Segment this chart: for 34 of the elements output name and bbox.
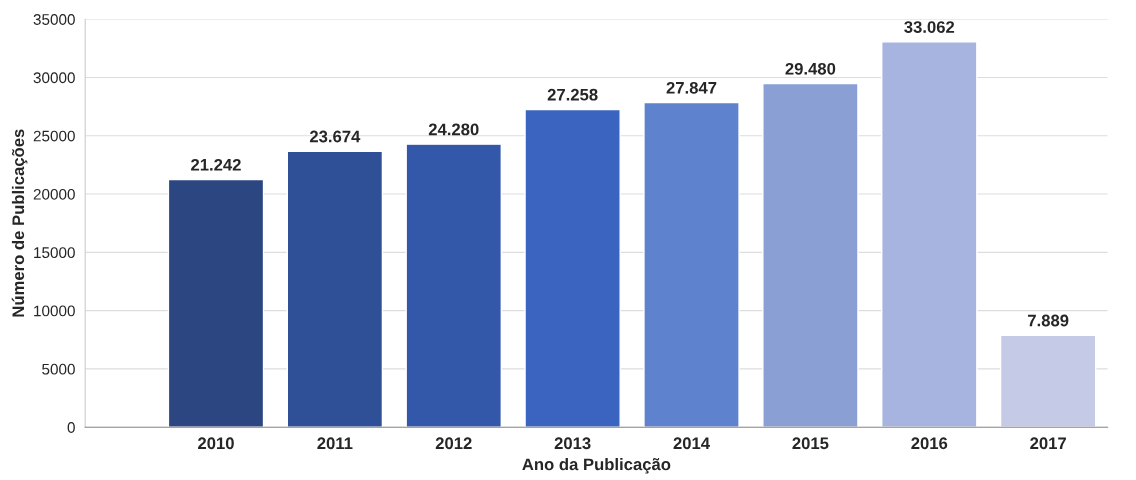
bar: [286, 150, 384, 428]
data-label: 27.258: [547, 88, 598, 101]
x-axis-title: Ano da Publicação: [522, 458, 671, 474]
y-tick-label: 20000: [33, 188, 75, 200]
y-tick-label: 35000: [33, 14, 75, 25]
y-tick-label: 5000: [42, 363, 75, 375]
y-axis-title: Número de Publicações: [11, 129, 28, 317]
bar: [999, 334, 1097, 428]
bar: [881, 41, 978, 428]
x-tick-label: 2012: [435, 437, 472, 450]
data-label: 27.847: [666, 81, 717, 94]
x-tick-label: 2013: [554, 437, 591, 450]
data-label: 33.062: [904, 21, 955, 33]
x-tick-label: 2015: [792, 437, 829, 450]
y-tick-label: 0: [67, 422, 75, 433]
bar: [405, 143, 502, 428]
y-tick-label: 30000: [33, 72, 75, 84]
bar: [167, 178, 265, 428]
data-label: 7.889: [1028, 314, 1069, 327]
x-tick-label: 2010: [198, 437, 234, 450]
y-tick-label: 25000: [33, 130, 75, 142]
y-tick-label: 10000: [34, 305, 75, 317]
x-tick-label: 2011: [317, 437, 353, 450]
data-label: 21.242: [191, 158, 241, 171]
data-label: 24.280: [428, 123, 479, 136]
data-label: 23.674: [309, 130, 361, 143]
bar: [524, 108, 621, 428]
bar: [762, 82, 859, 428]
bar: [643, 101, 740, 428]
x-tick-label: 2014: [673, 437, 710, 450]
x-tick-label: 2016: [911, 437, 948, 450]
y-tick-label: 15000: [34, 247, 75, 259]
data-label: 29.480: [785, 62, 836, 75]
x-tick-label: 2017: [1030, 437, 1066, 450]
